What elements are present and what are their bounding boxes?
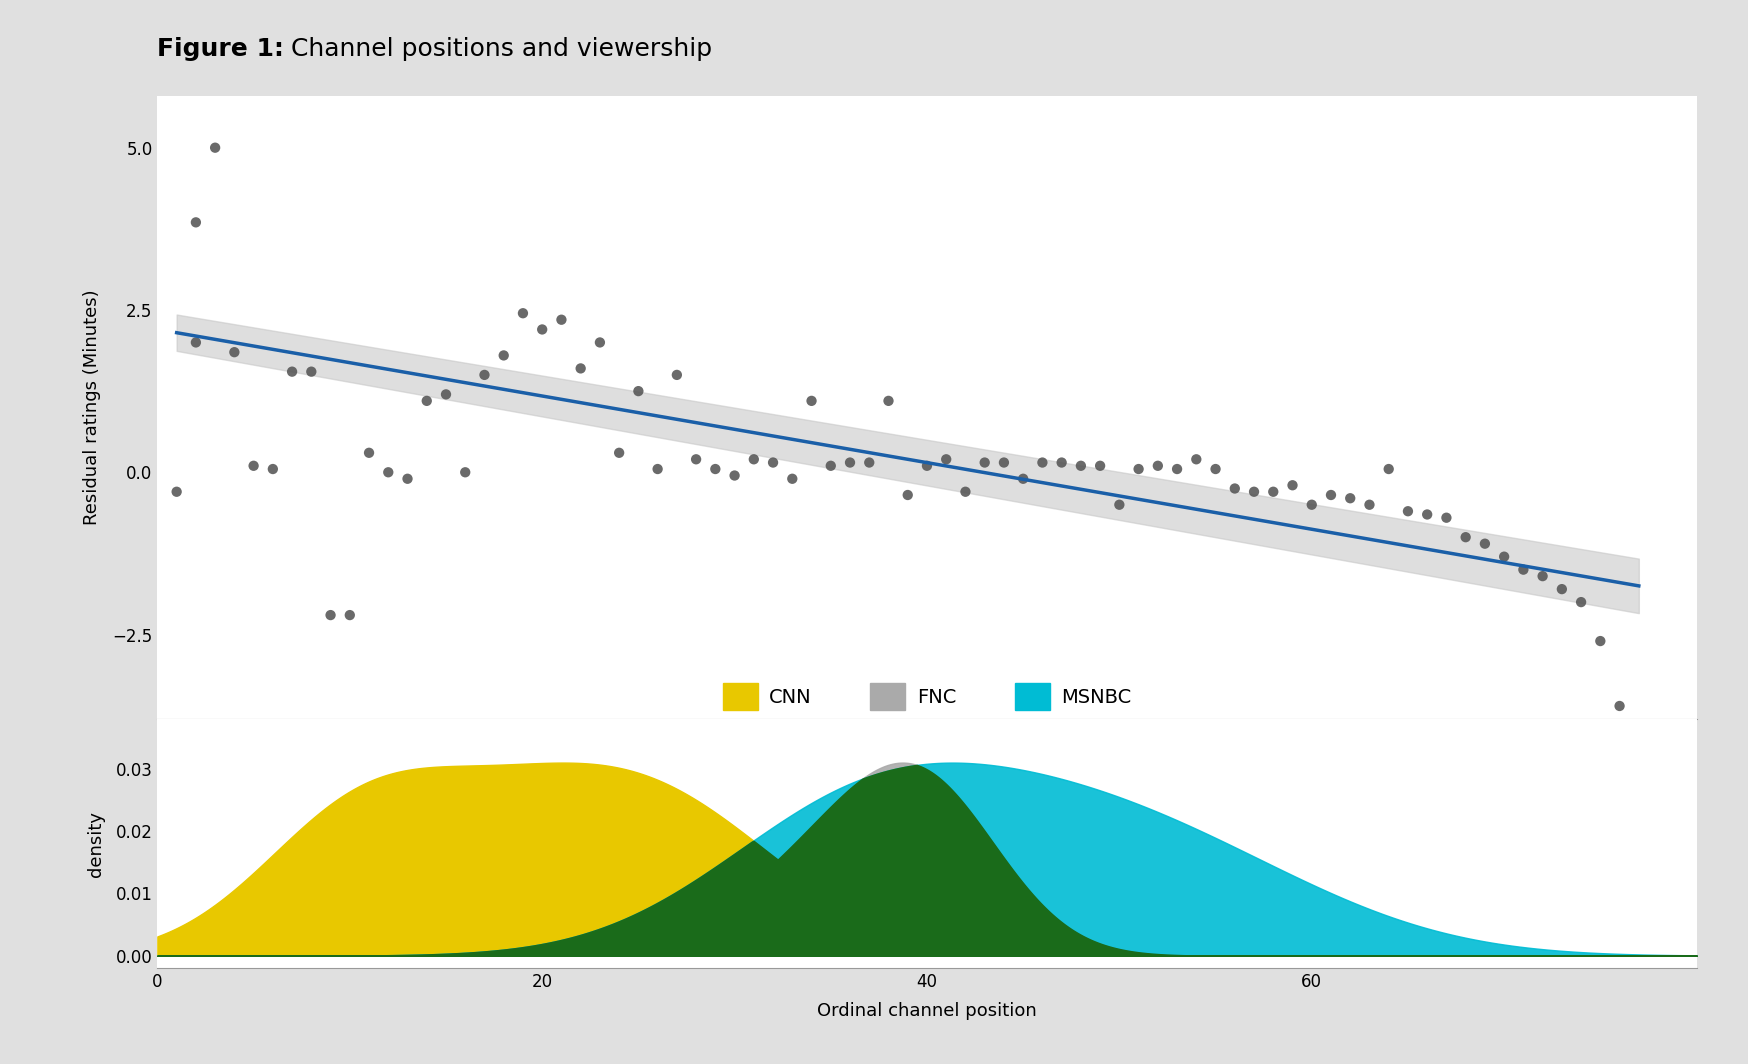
Point xyxy=(1297,496,1325,513)
Point xyxy=(1393,502,1421,519)
Point xyxy=(1162,461,1190,478)
Point xyxy=(1239,483,1267,500)
Point xyxy=(374,464,402,481)
Point xyxy=(759,454,787,471)
Point xyxy=(816,458,844,475)
Point xyxy=(413,393,440,410)
Point xyxy=(797,393,825,410)
Point xyxy=(336,606,364,624)
Point xyxy=(1509,561,1536,578)
Point xyxy=(970,454,998,471)
Point xyxy=(489,347,517,364)
Point xyxy=(989,454,1017,471)
Point xyxy=(1009,470,1037,487)
Y-axis label: Residual ratings (Minutes): Residual ratings (Minutes) xyxy=(84,289,101,526)
Legend: CNN, FNC, MSNBC: CNN, FNC, MSNBC xyxy=(715,675,1138,718)
Point xyxy=(720,467,748,484)
Point xyxy=(470,366,498,383)
Point xyxy=(1566,594,1594,611)
X-axis label: Ordinal channel position: Ordinal channel position xyxy=(816,1002,1037,1020)
Point xyxy=(316,606,344,624)
Point xyxy=(1259,483,1287,500)
Point xyxy=(1335,489,1363,506)
Point xyxy=(1355,496,1383,513)
Point xyxy=(163,483,191,500)
Point xyxy=(951,483,979,500)
Point xyxy=(1432,510,1460,527)
Point xyxy=(566,360,594,377)
Point xyxy=(662,366,690,383)
Point xyxy=(836,454,864,471)
Point xyxy=(432,386,460,403)
Point xyxy=(1605,698,1633,715)
Text: Figure 1:: Figure 1: xyxy=(157,37,285,62)
Point xyxy=(1278,477,1306,494)
Point xyxy=(1316,486,1344,503)
Point xyxy=(701,461,729,478)
Point xyxy=(1489,548,1517,565)
Point xyxy=(509,304,537,321)
Point xyxy=(1374,461,1402,478)
Point xyxy=(297,363,325,380)
Point xyxy=(1182,451,1210,468)
Point xyxy=(1528,567,1556,584)
Point xyxy=(239,458,267,475)
Point xyxy=(1143,458,1171,475)
Point xyxy=(201,139,229,156)
Point xyxy=(182,214,210,231)
Point xyxy=(220,344,248,361)
Point xyxy=(643,461,671,478)
Point xyxy=(1124,461,1152,478)
Point xyxy=(278,363,306,380)
Point xyxy=(855,454,883,471)
Point xyxy=(893,486,921,503)
Point xyxy=(1028,454,1056,471)
Point xyxy=(547,311,575,328)
Point xyxy=(1220,480,1248,497)
Point xyxy=(624,383,652,400)
Point xyxy=(932,451,960,468)
Point xyxy=(1047,454,1075,471)
Point xyxy=(1086,458,1113,475)
Point xyxy=(1547,581,1575,598)
Point xyxy=(1470,535,1498,552)
Point xyxy=(528,321,556,338)
Point xyxy=(912,458,940,475)
Y-axis label: density: density xyxy=(86,811,105,877)
Point xyxy=(605,445,633,462)
Point xyxy=(682,451,710,468)
Point xyxy=(739,451,767,468)
Point xyxy=(874,393,902,410)
Point xyxy=(355,445,383,462)
Point xyxy=(1066,458,1094,475)
Point xyxy=(1105,496,1133,513)
Point xyxy=(393,470,421,487)
Point xyxy=(182,334,210,351)
Point xyxy=(1451,529,1479,546)
Point xyxy=(1201,461,1229,478)
Point xyxy=(259,461,287,478)
Point xyxy=(1412,506,1440,523)
Point xyxy=(451,464,479,481)
Point xyxy=(778,470,806,487)
Point xyxy=(1585,632,1613,649)
Point xyxy=(586,334,614,351)
Text: Channel positions and viewership: Channel positions and viewership xyxy=(283,37,711,62)
